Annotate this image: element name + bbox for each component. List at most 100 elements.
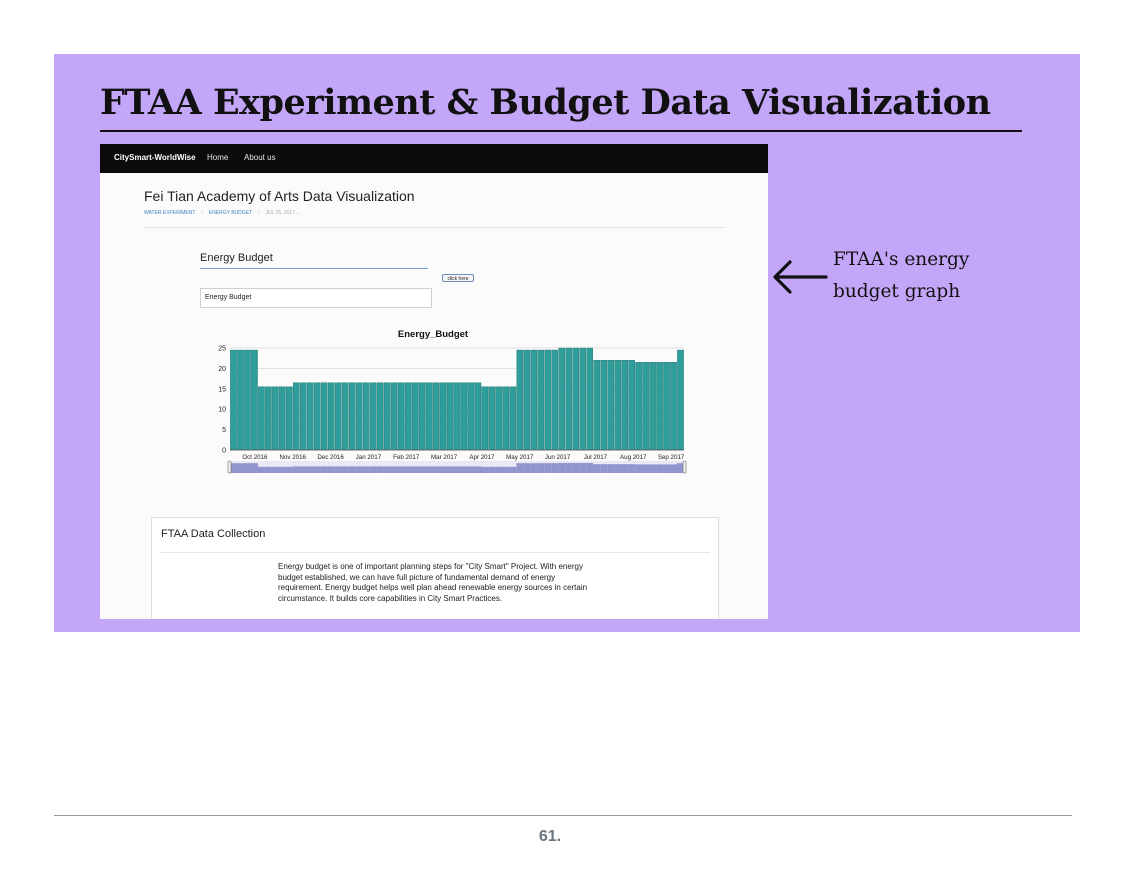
navigator-bar	[544, 463, 552, 473]
navigator-bar	[320, 466, 328, 473]
navigator-bar	[299, 466, 307, 473]
chart-bar	[251, 349, 258, 451]
chart-bar	[579, 347, 587, 451]
nav-about-link[interactable]: About us	[244, 153, 276, 162]
navigator-bar	[614, 464, 622, 473]
navigator-bar	[460, 466, 468, 473]
nav-home-link[interactable]: Home	[207, 153, 229, 162]
chart-bar	[327, 382, 335, 451]
navigator-bar	[593, 464, 601, 473]
navigator-bar	[306, 466, 314, 473]
navbar-brand[interactable]: CitySmart-WorldWise	[114, 153, 196, 162]
chart-bar	[614, 360, 621, 451]
energy-budget-chart: Energy_Budget 0 5 10 15 20 25 Oct 2016 Nov 201…	[218, 329, 687, 474]
chart-bar	[537, 349, 545, 451]
chart-bar	[265, 386, 272, 451]
title-underline	[100, 130, 1022, 132]
chart-bar	[628, 360, 635, 451]
navigator-bar	[607, 464, 615, 473]
chart-bar	[551, 349, 559, 451]
dataset-select[interactable]: Energy Budget	[200, 252, 273, 264]
chart-bar	[244, 349, 251, 451]
click-here-button[interactable]: click here	[442, 274, 474, 282]
breadcrumb-water-experiment[interactable]: WATER EXPERIMENT	[144, 210, 196, 216]
chart-bar	[460, 382, 468, 451]
y-tick-label: 5	[222, 427, 226, 434]
navigator-bar	[530, 463, 538, 473]
chart-x-axis: Oct 2016 Nov 2016 Dec 2016 Jan 2017 Feb 2017…	[230, 449, 685, 461]
chart-bar	[565, 347, 573, 451]
navigator-bar	[656, 464, 664, 473]
x-tick-label: Nov 2016	[280, 454, 307, 461]
chart-bar	[544, 349, 552, 451]
navigator-bar	[425, 466, 433, 473]
navigator-bar	[439, 466, 447, 473]
chart-bar	[376, 382, 384, 451]
chart-bar	[642, 362, 649, 451]
navigator-bar	[397, 466, 405, 473]
chart-bar	[300, 382, 307, 451]
breadcrumb-energy-budget[interactable]: ENERGY BUDGET	[208, 210, 253, 216]
navigator-bar	[362, 466, 370, 473]
chart-range-navigator[interactable]	[227, 460, 687, 474]
chart-bar	[670, 362, 677, 451]
x-tick-label: Dec 2016	[317, 454, 344, 461]
navigator-bar	[278, 466, 286, 473]
chart-bar	[635, 362, 642, 451]
navigator-bar	[327, 466, 335, 473]
navigator-bar	[285, 466, 293, 473]
chart-bar	[495, 386, 503, 451]
x-tick-label: May 2017	[506, 454, 534, 461]
chart-bar	[621, 360, 628, 451]
navigator-bar	[250, 463, 258, 473]
y-tick-label: 15	[218, 386, 226, 393]
chart-y-axis: 0 5 10 15 20 25	[218, 346, 226, 455]
navigator-handle-left[interactable]	[227, 460, 232, 474]
chart-bar	[593, 360, 600, 451]
navigator-bar	[313, 466, 321, 473]
chart-bar	[600, 360, 607, 451]
navigator-bar	[670, 464, 678, 473]
navigator-bar	[376, 466, 384, 473]
chart-bar	[516, 349, 524, 451]
chart-bar	[272, 386, 279, 451]
navigator-bar	[348, 466, 356, 473]
navigator-bar	[551, 463, 559, 473]
navigator-bar	[264, 466, 272, 473]
chart-bar	[649, 362, 656, 451]
breadcrumb-date: JUL 25, 2017 ...	[265, 210, 301, 216]
y-tick-label: 25	[218, 346, 226, 353]
navigator-bar	[292, 466, 300, 473]
chart-bar	[656, 362, 663, 451]
x-tick-label: Mar 2017	[431, 454, 458, 461]
chart-bar	[607, 360, 614, 451]
navigator-bar	[502, 466, 510, 473]
dataset-input[interactable]: Energy Budget	[200, 288, 432, 308]
chart-bar	[467, 382, 475, 451]
chart-bar	[320, 382, 328, 451]
navigator-bar	[236, 463, 244, 473]
navigator-bar	[453, 466, 461, 473]
chart-bar	[530, 349, 538, 451]
navigator-bar	[404, 466, 412, 473]
chart-bar	[481, 386, 489, 451]
navigator-bar	[642, 464, 650, 473]
chart-bar	[425, 382, 433, 451]
x-tick-label: Jul 2017	[584, 454, 608, 461]
navigator-bar	[495, 466, 503, 473]
chart-bar	[369, 382, 377, 451]
navigator-bar	[481, 466, 489, 473]
navigator-bar	[383, 466, 391, 473]
footer-divider	[54, 815, 1072, 816]
navigator-handle-right[interactable]	[682, 460, 687, 474]
y-tick-label: 10	[218, 407, 226, 414]
page-title: Fei Tian Academy of Arts Data Visualizat…	[144, 188, 415, 204]
select-underline	[200, 268, 428, 269]
chart-bar	[586, 347, 594, 451]
app-screenshot: CitySmart-WorldWise Home About us Fei Ti…	[100, 144, 768, 619]
chart-bar	[341, 382, 349, 451]
navigator-bar	[628, 464, 636, 473]
navigator-bar	[230, 463, 237, 473]
chart-bar	[572, 347, 580, 451]
navigator-bar	[390, 466, 398, 473]
